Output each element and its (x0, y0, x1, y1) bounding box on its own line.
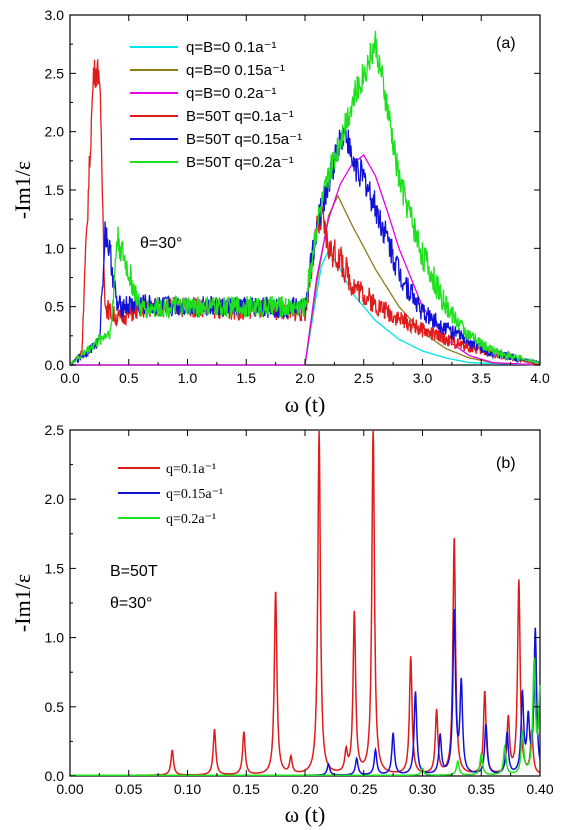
panel-a-xtick-label: 0.0 (60, 370, 80, 386)
panel-b: 0.00 0.05 0.10 0.15 0.20 0.25 0.30 0.35 0.40 0.0 0… (10, 422, 554, 827)
panel-a: 0.0 0.5 1.0 1.5 2.0 2.5 3.0 3.5 4.0 0.0 0.5 1.0 1.5 2… (10, 7, 550, 417)
panel-a-xtick-label: 2.0 (295, 370, 315, 386)
panel-b-xtick-label: 0.00 (56, 781, 83, 797)
panel-a-xtick-label: 1.0 (178, 370, 198, 386)
panel-b-ytick-label: 1.5 (45, 560, 65, 576)
panel-b-legend: q=0.1a⁻¹ q=0.15a⁻¹ q=0.2a⁻¹ (118, 462, 223, 527)
panel-a-xtick-label: 2.5 (354, 370, 374, 386)
panel-b-annotation-field: B=50T (110, 563, 158, 580)
panel-a-ytick-label: 3.0 (45, 7, 65, 23)
panel-b-ticks: 0.00 0.05 0.10 0.15 0.20 0.25 0.30 0.35 0.40 0.0 0… (45, 422, 554, 797)
panel-b-ytick-label: 2.5 (45, 422, 65, 438)
panel-b-xtick-label: 0.10 (174, 781, 201, 797)
panel-a-ytick-label: 1.5 (45, 182, 65, 198)
panel-a-series-line-4 (69, 59, 541, 367)
panel-b-ytick-label: 0.5 (45, 699, 65, 715)
panel-b-ylabel: -Im1/ε (10, 574, 35, 632)
panel-a-ytick-label: 1.0 (45, 240, 65, 256)
panel-a-legend-label-6: B=50T q=0.2a⁻¹ (186, 154, 294, 171)
panel-b-xtick-label: 0.40 (526, 781, 553, 797)
panel-b-series-line-3 (70, 657, 541, 777)
panel-b-series-line-2 (70, 608, 541, 777)
panel-a-ticks: 0.0 0.5 1.0 1.5 2.0 2.5 3.0 3.5 4.0 0.0 0.5 1.0 1.5 2… (45, 7, 550, 386)
panel-b-legend-label-2: q=0.15a⁻¹ (166, 487, 223, 502)
panel-a-series-line-6 (69, 30, 541, 366)
panel-a-legend-label-3: q=B=0 0.2a⁻¹ (186, 85, 276, 102)
panel-a-xlabel: ω (t) (285, 392, 326, 417)
panel-a-ytick-label: 2.0 (45, 124, 65, 140)
panel-a-xtick-label: 0.5 (119, 370, 139, 386)
panel-a-legend-label-4: B=50T q=0.1a⁻¹ (186, 108, 294, 125)
panel-b-xtick-label: 0.05 (115, 781, 142, 797)
panel-a-xtick-label: 3.0 (413, 370, 433, 386)
panel-a-legend-label-5: B=50T q=0.15a⁻¹ (186, 131, 302, 148)
panel-a-ytick-label: 2.5 (45, 65, 65, 81)
panel-b-xtick-label: 0.20 (291, 781, 318, 797)
panel-b-xtick-label: 0.25 (350, 781, 377, 797)
panel-b-ytick-label: 0.0 (45, 768, 65, 784)
panel-a-ytick-label: 0.5 (45, 299, 65, 315)
panel-b-xlabel: ω (t) (285, 802, 326, 827)
panel-a-ytick-label: 0.0 (45, 357, 65, 373)
panel-b-label: (b) (496, 455, 516, 472)
panel-b-legend-label-3: q=0.2a⁻¹ (166, 512, 216, 527)
panel-b-ytick-label: 1.0 (45, 630, 65, 646)
panel-a-xtick-label: 4.0 (530, 370, 550, 386)
panel-b-xtick-label: 0.15 (233, 781, 260, 797)
panel-a-legend-label-2: q=B=0 0.15a⁻¹ (186, 62, 285, 79)
panel-a-ylabel: -Im1/ε (10, 161, 35, 219)
panel-b-xtick-label: 0.35 (468, 781, 495, 797)
panel-a-xtick-label: 1.5 (237, 370, 257, 386)
panel-b-annotation-angle: θ=30° (110, 595, 152, 612)
panel-b-legend-label-1: q=0.1a⁻¹ (166, 462, 216, 477)
panel-a-legend: q=B=0 0.1a⁻¹ q=B=0 0.15a⁻¹ q=B=0 0.2a⁻¹ B=5… (130, 39, 302, 171)
panel-a-legend-label-1: q=B=0 0.1a⁻¹ (186, 39, 276, 56)
panel-b-xtick-label: 0.30 (409, 781, 436, 797)
panel-a-label: (a) (496, 35, 516, 52)
panel-a-xtick-label: 3.5 (472, 370, 492, 386)
panel-a-series-group (69, 30, 541, 367)
panel-b-ytick-label: 2.0 (45, 491, 65, 507)
panel-a-annotation: θ=30° (140, 235, 182, 252)
